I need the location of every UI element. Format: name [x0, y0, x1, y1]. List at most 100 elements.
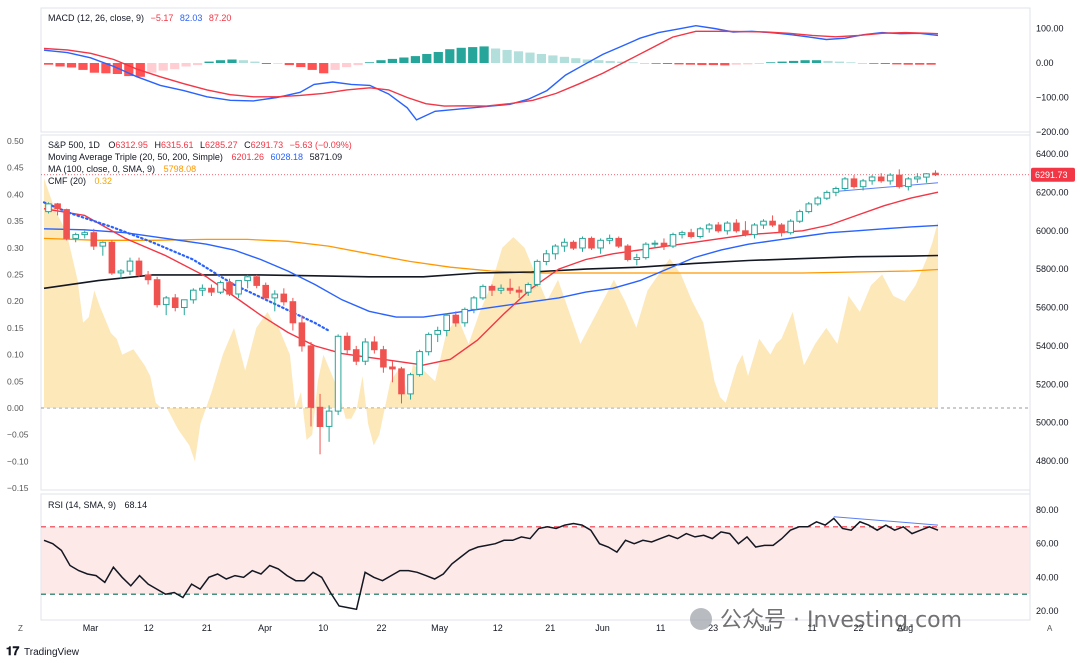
macd-hist-bar-positive	[617, 61, 627, 63]
candle-down	[226, 282, 233, 295]
candle-down	[389, 366, 396, 370]
price-legend-line4: CMF (20) 0.32	[48, 176, 112, 186]
candle-down	[515, 289, 523, 293]
candle-up	[805, 203, 813, 213]
macd-hist-bar-positive	[364, 62, 375, 64]
candle-up	[633, 257, 641, 261]
time-tick-label: Mar	[83, 623, 99, 633]
candle-up	[244, 276, 251, 282]
macd-hist-bar-positive	[250, 61, 260, 63]
candle-up	[597, 239, 604, 249]
close-value: 6291.73	[251, 140, 284, 150]
candle-up	[162, 297, 170, 306]
macd-hist-bar-positive	[823, 60, 833, 63]
watermark-icon	[690, 608, 712, 630]
macd-hist-bar-negative	[662, 63, 673, 64]
candle-up	[271, 293, 279, 299]
candle-up	[45, 203, 52, 213]
cmf-tick-label: 0.00	[7, 403, 24, 413]
candle-up	[914, 176, 921, 180]
cmf-tick-label: 0.40	[7, 189, 24, 199]
candle-up	[235, 280, 242, 295]
candle-up	[561, 241, 568, 247]
candle-down	[624, 245, 632, 261]
macd-hist-bar-positive	[857, 63, 867, 64]
cmf-tick-label: 0.50	[7, 136, 24, 146]
candle-up	[841, 178, 849, 189]
macd-hist-bar-negative	[880, 63, 890, 64]
candle-up	[552, 245, 559, 255]
candle-down	[488, 285, 496, 291]
macd-hist-bar-positive	[376, 60, 386, 63]
time-tick-label: 11	[807, 623, 816, 633]
macd-hist-bar-negative	[697, 63, 707, 66]
macd-hist-bar-positive	[789, 60, 799, 63]
cmf-tick-label: 0.10	[7, 350, 24, 360]
macd-hist-bar-negative	[66, 63, 77, 68]
macd-hist-bar-negative	[101, 63, 111, 74]
macd-pane	[43, 24, 939, 121]
price-tag	[1031, 167, 1075, 182]
price-pane	[42, 169, 939, 455]
tradingview-logo-icon: 𝟏𝟕	[6, 644, 20, 658]
time-tick-label: 22	[376, 623, 386, 633]
macd-hist-bar-negative	[44, 63, 54, 65]
macd-hist-bar-positive	[238, 60, 248, 63]
price-tick-label: 5000.00	[1036, 418, 1069, 428]
ma100-value: 5798.08	[164, 164, 197, 174]
rsi-tick-label: 20.00	[1036, 606, 1059, 616]
macd-hist-bar-positive	[834, 61, 844, 63]
macd-hist-bar-positive	[846, 62, 856, 64]
candle-up	[832, 188, 840, 193]
macd-hist-bar-positive	[536, 54, 546, 63]
candle-up	[905, 178, 912, 188]
rsi-legend-name: RSI (14, SMA, 9)	[48, 500, 116, 510]
time-axis: Mar 12 21 Apr 10 22 May 12 21 Jun 11 23 Jul 11 22 Aug	[83, 623, 913, 633]
candle-up	[705, 224, 713, 230]
candle-down	[307, 345, 315, 408]
candle-up	[678, 232, 686, 236]
candle-down	[506, 287, 514, 291]
signal-line	[43, 30, 939, 107]
macd-hist-bar-positive	[445, 49, 455, 63]
candle-down	[253, 276, 260, 286]
macd-hist-bar-negative	[892, 63, 902, 65]
time-tick-label: 21	[545, 623, 555, 633]
price-tick-label: 5800.00	[1036, 264, 1069, 274]
candle-up	[470, 297, 478, 310]
tradingview-brand[interactable]: 𝟏𝟕 TradingView	[6, 644, 80, 658]
candle-up	[425, 333, 432, 353]
candle-down	[63, 209, 70, 239]
candle-down	[660, 242, 668, 247]
corner-right-label[interactable]: A	[1047, 624, 1053, 633]
price-tick-label: 5200.00	[1036, 379, 1069, 389]
ma200-value: 5871.09	[310, 152, 343, 162]
candle-up	[416, 351, 423, 376]
price-axis: 6400.00 6200.00 6000.00 5800.00 5600.00 5400.…	[1031, 149, 1075, 466]
candle-down	[262, 284, 269, 299]
price-tick-label: 6400.00	[1036, 149, 1069, 159]
candle-down	[171, 297, 179, 308]
open-value: 6312.95	[115, 140, 148, 150]
macd-hist-bar-positive	[571, 58, 581, 63]
macd-legend-signal: 87.20	[209, 13, 232, 23]
candle-down	[588, 237, 595, 249]
macd-legend-name: MACD (12, 26, close, 9)	[48, 13, 144, 23]
macd-legend-macd: 82.03	[180, 13, 203, 23]
macd-hist-bar-negative	[915, 63, 925, 65]
candle-up	[407, 374, 414, 395]
ma20-line	[43, 191, 939, 366]
cmf-tick-label: −0.10	[7, 456, 29, 466]
candle-up	[72, 234, 80, 239]
macd-hist-bar-negative	[674, 63, 684, 65]
candle-up	[126, 260, 134, 272]
macd-hist-bar-positive	[502, 49, 512, 63]
corner-left-label[interactable]: Z	[18, 624, 23, 633]
time-tick-label: Jun	[595, 623, 610, 633]
candle-down	[452, 314, 460, 324]
candle-down	[343, 335, 351, 351]
candle-up	[434, 330, 441, 335]
macd-hist-bar-negative	[170, 63, 180, 70]
candle-up	[99, 241, 107, 247]
cmf-axis: 0.50 0.45 0.40 0.35 0.30 0.25 0.20 0.15 0.10 0.05…	[7, 136, 29, 493]
